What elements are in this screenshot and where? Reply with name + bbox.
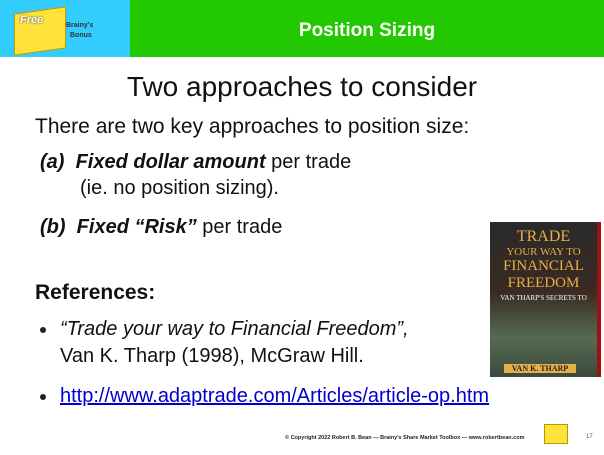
- bullet: [40, 394, 46, 400]
- text: per trade: [266, 151, 352, 173]
- approach-note: (ie. no position sizing).: [80, 177, 279, 200]
- label: (b): [40, 216, 66, 238]
- approach: (b) Fixed “Risk” per trade: [40, 216, 282, 239]
- footer-logo: [544, 424, 568, 444]
- title-bar: Position Sizing: [130, 0, 604, 57]
- book-title: FREEDOM: [490, 275, 597, 292]
- logo-text: Brainy's: [66, 22, 93, 29]
- approach: (a) Fixed dollar amount per trade: [40, 151, 351, 174]
- copyright: © Copyright 2022 Robert B. Bean — Brainy…: [285, 435, 524, 441]
- logo-text: Free: [20, 14, 43, 26]
- references-title: References:: [35, 281, 155, 305]
- book-title: FINANCIAL: [490, 258, 597, 275]
- intro: There are two key approaches to position…: [35, 115, 469, 139]
- book-author: VAN K. THARP: [504, 364, 576, 373]
- logo-panel: Free Brainy's Bonus: [0, 0, 130, 57]
- book-cover: TRADE YOUR WAY TO FINANCIAL FREEDOM VAN …: [490, 222, 601, 377]
- bullet: [40, 327, 46, 333]
- label: (a): [40, 151, 64, 173]
- reference-title: “Trade your way to Financial Freedom”,: [60, 318, 409, 341]
- reference-detail: Van K. Tharp (1998), McGraw Hill.: [60, 345, 364, 368]
- slide-title: Position Sizing: [130, 20, 604, 42]
- emphasis: Fixed “Risk”: [77, 216, 197, 238]
- slide: Free Brainy's Bonus Position Sizing Two …: [0, 0, 604, 455]
- text: per trade: [197, 216, 283, 238]
- emphasis: Fixed dollar amount: [76, 151, 266, 173]
- page-number: 17: [586, 434, 593, 440]
- heading: Two approaches to consider: [0, 71, 604, 103]
- logo-text: Bonus: [70, 32, 92, 39]
- book-title: YOUR WAY TO: [490, 246, 597, 258]
- book-title: TRADE: [490, 228, 597, 246]
- reference-link[interactable]: http://www.adaptrade.com/Articles/articl…: [60, 385, 489, 408]
- book-subtitle: VAN THARP'S SECRETS TO: [490, 294, 597, 302]
